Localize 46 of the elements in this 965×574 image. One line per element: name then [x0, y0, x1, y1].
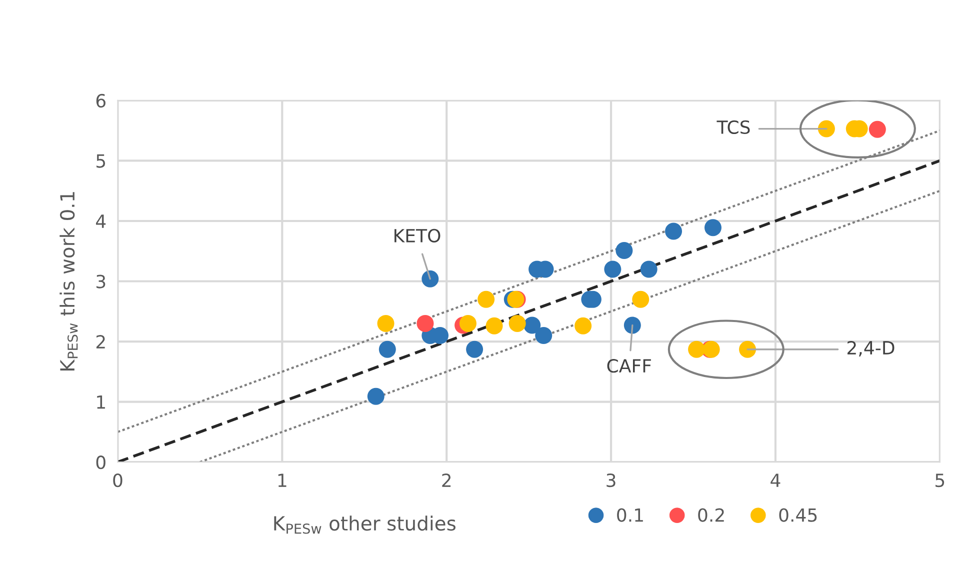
y-tick-label: 2: [96, 334, 105, 348]
point: [688, 340, 706, 358]
x-tick-label: 1: [278, 474, 286, 487]
point: [508, 314, 526, 332]
point: [524, 316, 541, 334]
point: [632, 290, 650, 308]
x-tick-label: 5: [936, 474, 944, 488]
y-tick-label: 5: [96, 154, 106, 168]
point: [818, 120, 835, 138]
point: [739, 340, 756, 358]
point: [574, 317, 592, 334]
y-tick-label: 1: [97, 395, 105, 409]
y-axis-title: K$_{PESw}$ this work 0.1: [60, 192, 78, 370]
point: [624, 316, 641, 334]
point: [459, 314, 476, 332]
annotation: TCS: [716, 120, 750, 134]
x-tick-label: 4: [770, 474, 780, 487]
x-tick-label: 0: [113, 474, 122, 488]
point: [486, 317, 503, 334]
point: [378, 340, 396, 358]
legend-label: 0.45: [779, 508, 817, 522]
point: [466, 340, 484, 358]
point: [416, 314, 434, 332]
point: [616, 242, 633, 260]
x-tick-label: 2: [442, 474, 451, 487]
y-tick-label: 4: [96, 214, 106, 228]
y-tick-label: 6: [96, 94, 106, 108]
y-tick-label: 0: [96, 456, 106, 470]
legend-label: 0.1: [617, 508, 643, 522]
point: [367, 388, 384, 405]
x-tick-label: 3: [606, 474, 616, 488]
point: [478, 290, 495, 308]
point: [604, 260, 622, 278]
point: [535, 327, 552, 344]
y-tick-label: 3: [96, 274, 106, 288]
point: [704, 219, 722, 236]
point: [868, 120, 886, 138]
legend-label: 0.2: [698, 508, 724, 522]
annotation: KETO: [394, 228, 440, 242]
annotation: 2,4-D: [848, 340, 894, 356]
point: [665, 222, 682, 240]
point: [377, 314, 394, 332]
point: [640, 260, 658, 278]
x-axis-title: K$_{PESw}$ other studies: [274, 516, 456, 534]
annotation: CAFF: [607, 359, 651, 373]
point: [422, 270, 439, 288]
